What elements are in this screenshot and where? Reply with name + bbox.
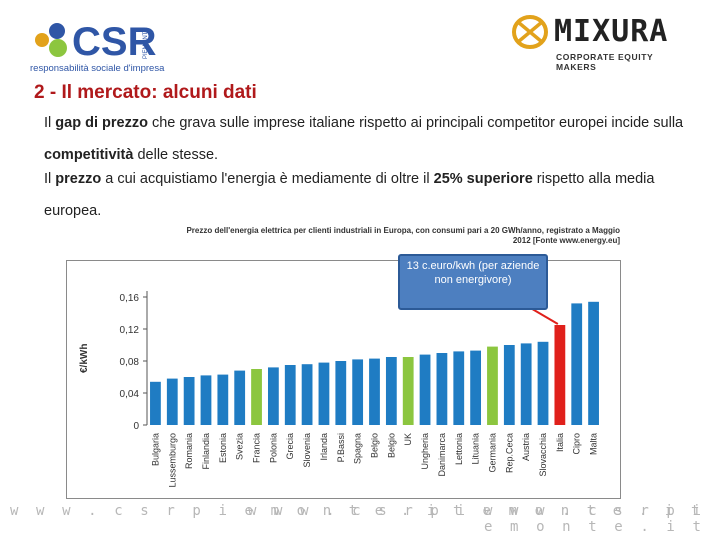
bar-repceca <box>503 345 515 425</box>
x-tick-label: P.Bassi <box>336 433 346 462</box>
x-tick-label: Finlandia <box>201 433 211 470</box>
chart-title: Prezzo dell'energia elettrica per client… <box>186 226 620 245</box>
bar-chart: 0 0,04 0,08 0,12 0,16 €/kWh Bulgaria Lussemburg… <box>79 291 599 488</box>
footer-url-strip: w w w . c s r p i e m o n t e . i t w w … <box>0 503 720 535</box>
y-tick-label: 0,16 <box>120 293 140 304</box>
csr-logo-mark: CSR PIEMONTE <box>35 20 157 64</box>
bar-slovacchia <box>537 341 549 425</box>
bar-grecia <box>284 365 296 425</box>
x-tick-label: Grecia <box>285 433 295 460</box>
bar-slovenia <box>301 364 313 425</box>
y-axis-label: €/kWh <box>79 344 90 373</box>
mixura-wordmark: MIXURA <box>554 14 669 49</box>
bar-ungheria <box>419 354 431 425</box>
bar-uk <box>402 357 414 425</box>
bar-francia <box>251 369 262 425</box>
bar-danimarca <box>436 353 448 425</box>
footer-url: w w w . c s r p i e m o n t e . i t <box>484 503 706 535</box>
bar-italia <box>554 325 566 425</box>
p1-run: Il <box>44 115 56 131</box>
bar-romania <box>183 377 195 425</box>
x-tick-label: Lussemburgo <box>167 433 177 488</box>
bar-lituania <box>470 350 482 425</box>
p2-run: rispetto alla media europea. <box>44 171 655 219</box>
p1-run: gap di prezzo <box>55 115 148 131</box>
x-tick-label: Spagna <box>353 433 363 464</box>
footer-url: w w w . c s r p i e m o n t e . i t <box>248 503 705 519</box>
x-tick-label: Malta <box>589 433 599 455</box>
x-tick-label: Germania <box>487 433 497 473</box>
x-tick-label: Romania <box>184 433 194 469</box>
mixura-logo: MIXURA CORPORATE EQUITY MAKERS <box>510 14 690 72</box>
bar-polonia <box>267 367 279 425</box>
x-tick-label: Ungheria <box>420 433 430 470</box>
bar-irlanda <box>318 362 330 425</box>
csr-logo: CSR PIEMONTE <box>28 14 178 80</box>
x-tick-label: Francia <box>252 433 262 463</box>
x-tick-label: Belgio <box>386 433 396 458</box>
x-tick-label: Cipro <box>572 433 582 455</box>
y-tick-label: 0,04 <box>120 389 140 400</box>
bar-cipro <box>571 303 583 425</box>
x-tick-label: Polonia <box>268 433 278 463</box>
chart-frame: 0 0,04 0,08 0,12 0,16 €/kWh Bulgaria Lussemburg… <box>66 260 621 499</box>
x-tick-label: Irlanda <box>319 433 329 461</box>
paragraph-prezzo-energia: Il prezzo a cui acquistiamo l'energia è … <box>44 163 694 227</box>
x-tick-label: Bulgaria <box>150 433 160 466</box>
x-tick-label: Slovenia <box>302 433 312 468</box>
bar-germania <box>487 346 498 425</box>
x-tick-label: Danimarca <box>437 433 447 477</box>
bar-bulgaria <box>150 381 161 425</box>
csr-logo-text: CSR <box>72 20 157 64</box>
bar-belgio <box>385 357 397 425</box>
paragraph-gap-prezzo: Il gap di prezzo che grava sulle imprese… <box>44 107 694 171</box>
mixura-tagline: CORPORATE EQUITY MAKERS <box>556 52 654 72</box>
x-tick-label: Belgio <box>370 433 380 458</box>
x-tick-label: Svezia <box>235 433 245 460</box>
x-tick-label: UK <box>403 433 413 446</box>
y-tick-label: 0 <box>133 421 139 432</box>
x-tick-label: Slovacchia <box>538 433 548 477</box>
x-tick-label: Rep.Ceca <box>504 433 514 473</box>
x-tick-label: Lettonia <box>454 433 464 465</box>
bar-spagna <box>352 359 364 425</box>
bar-belgio <box>369 358 380 425</box>
p1-run: che grava sulle imprese italiane rispett… <box>147 115 684 131</box>
csr-logo-side: PIEMONTE <box>143 28 149 59</box>
mixura-emblem-icon <box>512 15 548 49</box>
slide-title: 2 - Il mercato: alcuni dati <box>34 82 257 103</box>
p2-run: prezzo <box>55 171 102 187</box>
bar-finlandia <box>200 375 212 425</box>
csr-tagline: responsabilità sociale d'impresa <box>30 63 165 74</box>
bar-lettonia <box>453 351 465 425</box>
bar-svezia <box>234 370 246 425</box>
bar-austria <box>520 343 532 425</box>
p2-run: a cui acquistiamo l'energia è mediamente… <box>101 171 434 187</box>
x-tick-label: Austria <box>521 433 531 461</box>
p1-run: delle stesse. <box>133 147 219 163</box>
y-tick-label: 0,12 <box>120 325 140 336</box>
bar-estonia <box>217 374 229 425</box>
x-tick-label: Lituania <box>471 433 481 465</box>
x-tick-label: Italia <box>555 433 565 452</box>
bar-malta <box>588 301 599 425</box>
italy-price-callout: 13 c.euro/kwh (per aziende non energivor… <box>398 254 548 310</box>
footer-url: w w w . c s r p i e m o n t e . i t <box>10 503 467 519</box>
p2-run: Il <box>44 171 56 187</box>
bar-lussemburgo <box>166 378 178 425</box>
p2-run: 25% superiore <box>433 171 533 187</box>
y-tick-label: 0,08 <box>120 357 140 368</box>
p1-run: competitività <box>44 147 134 163</box>
x-tick-label: Estonia <box>218 433 228 463</box>
bar-pbassi <box>335 361 347 425</box>
